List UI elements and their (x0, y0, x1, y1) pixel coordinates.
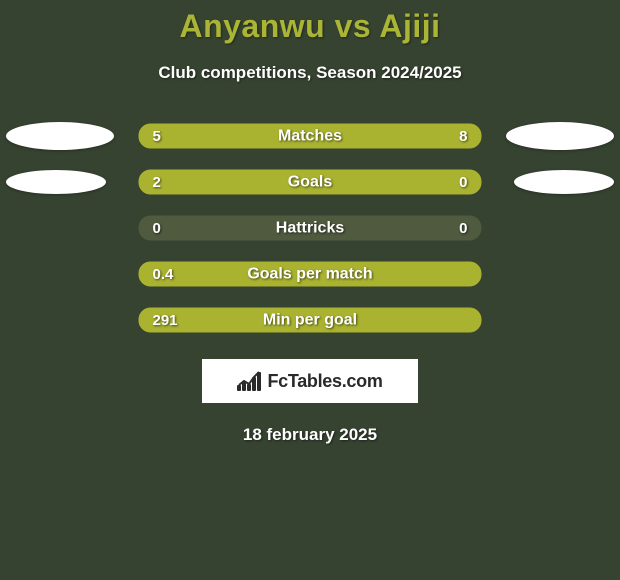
stat-value-right: 0 (459, 220, 467, 237)
stat-bar-fill-left (139, 170, 400, 195)
stat-row: Matches 5 8 (0, 113, 620, 159)
stat-value-right: 8 (459, 128, 467, 145)
stat-label: Hattricks (276, 219, 344, 237)
logo-text: FcTables.com (267, 371, 382, 392)
player1-marker (6, 170, 106, 194)
stat-rows: Matches 5 8 Goals 2 0 Hattricks 0 0 Goals per mat… (0, 113, 620, 343)
stat-label: Matches (278, 127, 342, 145)
stat-row: Hattricks 0 0 (0, 205, 620, 251)
stat-row: Min per goal 291 (0, 297, 620, 343)
player1-marker (6, 122, 114, 150)
page-subtitle: Club competitions, Season 2024/2025 (0, 63, 620, 83)
logo-trend-icon (237, 371, 263, 391)
stat-bar-track: Goals 2 0 (139, 170, 482, 195)
source-logo: FcTables.com (202, 359, 418, 403)
stat-value-left: 5 (153, 128, 161, 145)
stat-value-left: 291 (153, 312, 178, 329)
stat-label: Goals (288, 173, 332, 191)
stat-row: Goals per match 0.4 (0, 251, 620, 297)
stat-label: Goals per match (247, 265, 372, 283)
player2-marker (514, 170, 614, 194)
stat-label: Min per goal (263, 311, 357, 329)
stat-value-right: 0 (459, 174, 467, 191)
stat-value-left: 0 (153, 220, 161, 237)
stat-bar-fill-right (399, 170, 481, 195)
stat-row: Goals 2 0 (0, 159, 620, 205)
stat-value-left: 0.4 (153, 266, 174, 283)
player2-marker (506, 122, 614, 150)
stat-bar-track: Hattricks 0 0 (139, 216, 482, 241)
stat-bar-track: Goals per match 0.4 (139, 262, 482, 287)
comparison-card: Anyanwu vs Ajiji Club competitions, Seas… (0, 0, 620, 445)
logo-inner: FcTables.com (237, 371, 382, 392)
logo-bars-icon (237, 371, 263, 391)
stat-bar-track: Min per goal 291 (139, 308, 482, 333)
stat-bar-track: Matches 5 8 (139, 124, 482, 149)
page-title: Anyanwu vs Ajiji (0, 8, 620, 45)
stat-value-left: 2 (153, 174, 161, 191)
snapshot-date: 18 february 2025 (0, 425, 620, 445)
